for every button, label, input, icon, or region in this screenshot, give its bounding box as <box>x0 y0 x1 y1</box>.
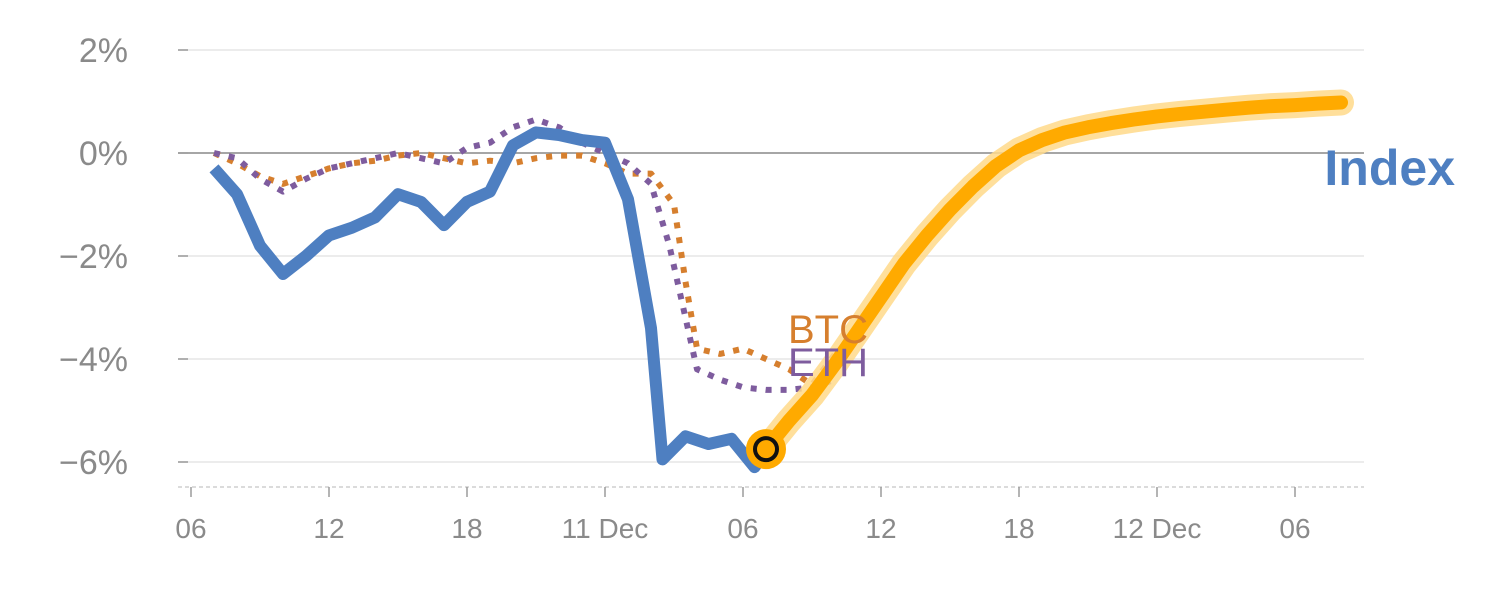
x-tick-label: 06 <box>175 513 206 544</box>
y-tick-label: −4% <box>59 341 128 379</box>
series-layer <box>209 89 1354 474</box>
y-tick-label: 0% <box>79 135 128 173</box>
forecast-line <box>759 95 1348 457</box>
current-point-marker <box>753 436 779 463</box>
axis-layer: 2% 0% −2% −4% −6% 06 12 18 11 Dec 06 12 18 12 Dec 06 <box>59 32 1364 544</box>
btc-series-label: BTC <box>788 308 868 352</box>
x-tick-label: 12 <box>313 513 344 544</box>
y-tick-label: −2% <box>59 238 128 276</box>
x-tick-label: 18 <box>451 513 482 544</box>
current-point-halo <box>746 429 786 470</box>
x-tick-label: 06 <box>727 513 758 544</box>
label-layer: BTC ETH Index <box>788 140 1455 385</box>
x-tick-label: 18 <box>1003 513 1034 544</box>
grid-layer <box>178 49 1364 463</box>
index-series-label: Index <box>1324 140 1455 196</box>
y-tick-label: 2% <box>79 32 128 70</box>
btc-series-line <box>212 150 838 388</box>
x-tick-label: 12 <box>865 513 896 544</box>
y-tick-label: −6% <box>59 444 128 482</box>
eth-series-label: ETH <box>788 341 868 385</box>
x-tick-label: 06 <box>1279 513 1310 544</box>
x-tick-label: 11 Dec <box>562 513 649 544</box>
eth-series-line <box>213 116 836 393</box>
forecast-glow <box>753 89 1354 463</box>
index-series-line <box>209 126 771 474</box>
x-tick-label: 12 Dec <box>1113 513 1202 544</box>
